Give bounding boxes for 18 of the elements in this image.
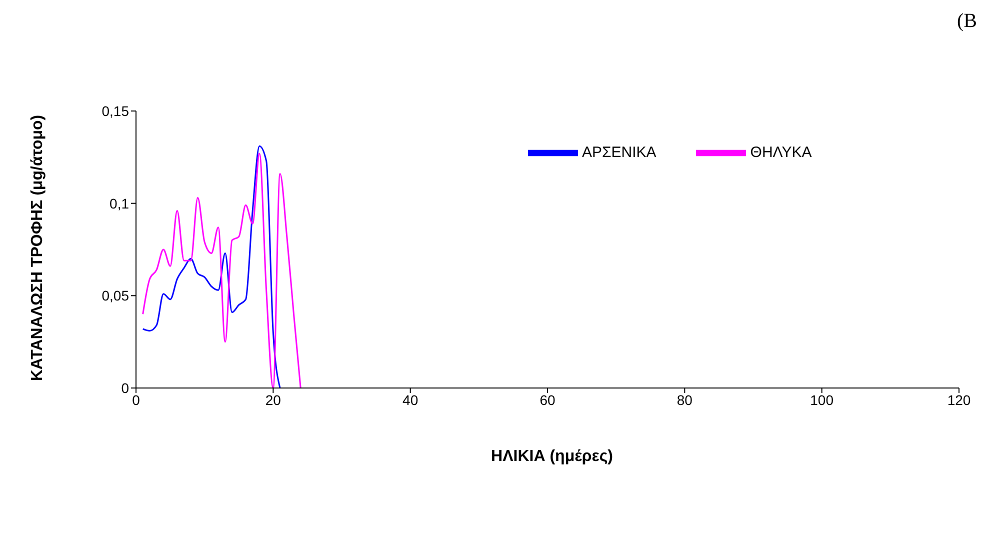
- text: (B: [957, 10, 977, 33]
- y-tick-label: 0,15: [102, 102, 130, 119]
- x-axis-title: ΗΛΙΚΙΑ (ημέρες): [491, 448, 613, 466]
- y-axis-title: ΚΑΤΑΝΑΛΩΣΗ ΤΡΟΦΗΣ (μg/άτομο): [29, 114, 47, 382]
- x-tick-label: 100: [810, 392, 834, 408]
- line-series: [142, 152, 302, 388]
- x-tick-label: 80: [676, 392, 693, 408]
- y-tick-label: 0,1: [110, 195, 130, 212]
- line-series: [142, 145, 281, 388]
- x-tick-label: 60: [540, 392, 556, 408]
- x-tick-label: 20: [265, 392, 282, 408]
- legend-label: ΘΗΛΥΚΑ: [750, 144, 812, 161]
- y-tick-label: 0,05: [102, 288, 130, 304]
- y-tick-label: 0: [121, 380, 130, 396]
- x-tick-label: 120: [947, 392, 971, 408]
- legend-label: ΑΡΣΕΝΙΚΑ: [582, 144, 656, 161]
- x-tick-label: 0: [132, 392, 140, 408]
- x-tick-label: 40: [402, 392, 418, 408]
